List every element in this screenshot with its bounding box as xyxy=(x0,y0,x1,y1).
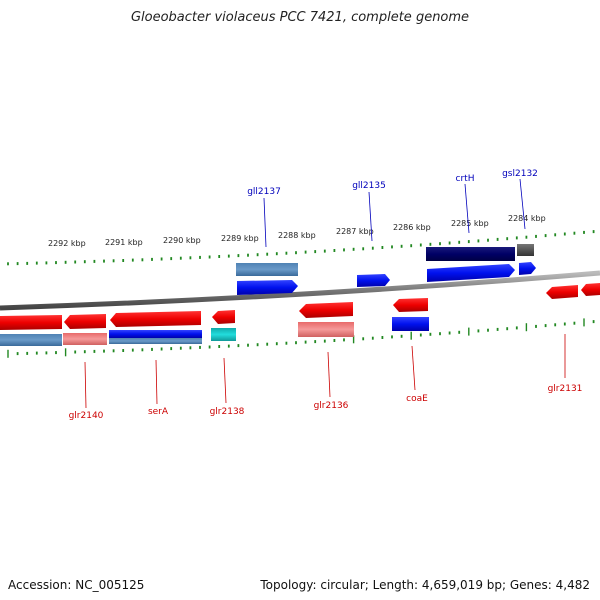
scale-labels: 2292 kbp 2291 kbp 2290 kbp 2289 kbp 2288… xyxy=(48,214,546,248)
topology-text: Topology: circular; Length: 4,659,019 bp… xyxy=(260,578,590,592)
scale-label: 2284 kbp xyxy=(508,214,546,223)
scale-label: 2285 kbp xyxy=(451,219,489,228)
scale-label: 2289 kbp xyxy=(221,234,259,243)
gene-label-glr2136[interactable]: glr2136 xyxy=(314,401,349,411)
label-leader-line xyxy=(327,351,331,398)
gene-feature-glr2140[interactable] xyxy=(64,314,106,329)
gene-feature-glr2130[interactable] xyxy=(581,283,600,296)
scale-label: 2286 kbp xyxy=(393,223,431,232)
scale-label: 2291 kbp xyxy=(105,238,143,247)
gene-feature-serA-cds-blue[interactable] xyxy=(109,330,202,338)
scale-label: 2288 kbp xyxy=(278,231,316,240)
gene-feature-gll2135[interactable] xyxy=(357,274,390,287)
label-leader-line xyxy=(464,183,470,234)
gene-feature-glr2136-cds[interactable] xyxy=(298,322,354,337)
gene-feature-glr2136[interactable] xyxy=(299,302,353,318)
gene-feature-gsl2132-cds[interactable] xyxy=(517,244,534,256)
gene-labels-bottom: glr2140 serA glr2138 glr2136 coaE glr213… xyxy=(69,334,583,421)
reverse-features xyxy=(0,283,600,346)
gene-label-glr2140[interactable]: glr2140 xyxy=(69,411,104,421)
label-leader-line xyxy=(223,357,227,404)
scale-label: 2290 kbp xyxy=(163,236,201,245)
gene-feature-glr2141[interactable] xyxy=(0,315,62,330)
label-leader-line xyxy=(368,191,373,242)
gene-feature-glr2131[interactable] xyxy=(546,285,578,299)
forward-features xyxy=(236,244,536,295)
scale-label: 2292 kbp xyxy=(48,239,86,248)
label-leader-line xyxy=(84,361,87,409)
gene-label-coaE[interactable]: coaE xyxy=(406,394,428,404)
gene-feature-serA-cds-steel[interactable] xyxy=(109,338,202,344)
accession-text: Accession: NC_005125 xyxy=(8,578,145,592)
gene-feature-gll2137[interactable] xyxy=(237,280,298,295)
gene-feature-coaE[interactable] xyxy=(393,298,428,312)
gene-feature-gsl2132[interactable] xyxy=(519,262,536,275)
label-leader-line xyxy=(263,197,267,248)
gene-feature-serA[interactable] xyxy=(110,311,201,327)
scale-ticks-bottom xyxy=(7,318,595,358)
genome-backbone xyxy=(0,270,600,311)
gene-label-serA[interactable]: serA xyxy=(148,407,169,417)
gene-feature-coaE-cds[interactable] xyxy=(392,317,429,331)
gene-feature-glr2138[interactable] xyxy=(212,310,235,324)
gene-label-gsl2132[interactable]: gsl2132 xyxy=(502,169,538,179)
gene-feature-glr2138-cds[interactable] xyxy=(211,328,236,341)
gene-feature-glr2141-cds[interactable] xyxy=(0,334,62,346)
gene-label-crtH[interactable]: crtH xyxy=(456,174,475,184)
label-leader-line xyxy=(519,178,526,230)
gene-feature-crtH-cds[interactable] xyxy=(426,247,515,261)
gene-label-gll2135[interactable]: gll2135 xyxy=(352,181,386,191)
gene-label-glr2131[interactable]: glr2131 xyxy=(548,384,583,394)
gene-label-glr2138[interactable]: glr2138 xyxy=(210,407,245,417)
gene-label-gll2137[interactable]: gll2137 xyxy=(247,187,281,197)
gene-feature-glr2140-cds[interactable] xyxy=(63,333,107,345)
label-leader-line xyxy=(411,345,416,391)
gene-feature-crtH[interactable] xyxy=(427,264,515,282)
scale-label: 2287 kbp xyxy=(336,227,374,236)
map-title: Gloeobacter violaceus PCC 7421, complete… xyxy=(130,10,470,25)
gene-labels-top: gll2137 gll2135 crtH gsl2132 xyxy=(247,169,538,248)
scale-ticks-top xyxy=(7,230,595,266)
gene-feature-gll2137-cds[interactable] xyxy=(236,263,298,276)
label-leader-line xyxy=(155,359,158,405)
